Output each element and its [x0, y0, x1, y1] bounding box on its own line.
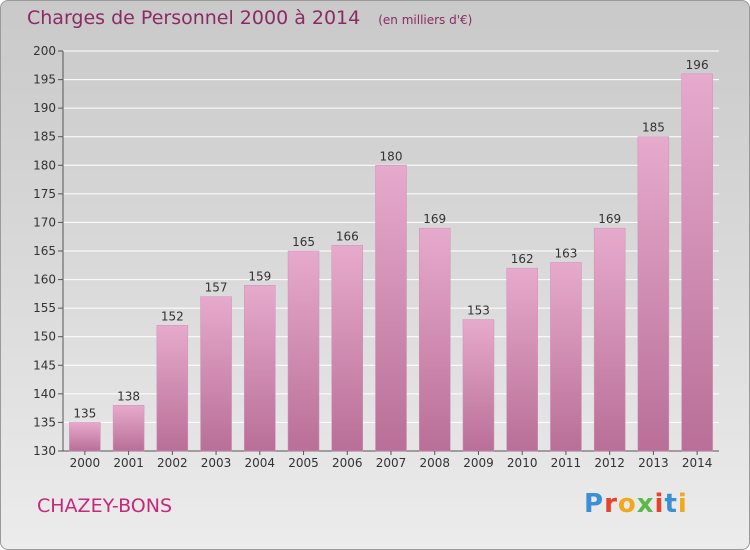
data-label: 185: [642, 121, 665, 135]
proxiti-logo: Proxiti: [584, 489, 688, 519]
data-label: 159: [248, 269, 271, 283]
logo-letter: i: [677, 489, 688, 519]
data-label: 169: [598, 212, 621, 226]
bar-2008: [418, 227, 451, 452]
y-tick-label: 175: [33, 187, 56, 201]
y-tick-label: 165: [33, 244, 56, 258]
x-tick-label: 2013: [638, 456, 669, 470]
y-tick-label: 160: [33, 273, 56, 287]
bar-2007: [375, 165, 407, 452]
data-label: 196: [686, 58, 709, 72]
x-tick-label: 2011: [551, 456, 582, 470]
bar-2003: [200, 296, 232, 452]
y-tick-label: 135: [33, 415, 56, 429]
bar-2000: [69, 422, 101, 452]
x-tick-label: 2012: [594, 456, 625, 470]
logo-letter: o: [617, 489, 637, 519]
y-tick-labels: 130 135 140 145 150 155 160 165 170 175 180 185 190 1…: [33, 44, 56, 458]
bar-2011: [550, 262, 582, 452]
bar-2005: [287, 250, 320, 452]
data-label: 165: [292, 235, 315, 249]
bar-2010: [506, 267, 538, 452]
bar-2006: [331, 245, 364, 452]
logo-letter: P: [584, 489, 605, 519]
bar-2002: [156, 325, 189, 452]
x-tick-label: 2007: [376, 456, 407, 470]
chart-subtitle: (en milliers d'€): [378, 13, 473, 27]
logo-letter: i: [654, 489, 665, 519]
data-label: 166: [336, 229, 359, 243]
data-label: 169: [423, 212, 446, 226]
y-tick-label: 140: [33, 387, 56, 401]
y-tick-label: 155: [33, 301, 56, 315]
place-name: CHAZEY-BONS: [37, 495, 173, 517]
y-tick-label: 180: [33, 158, 56, 172]
bar-2009: [462, 319, 495, 452]
bar-2013: [637, 136, 670, 452]
logo-letter: r: [604, 489, 618, 519]
x-tick-label: 2014: [682, 456, 713, 470]
x-tick-label: 2004: [245, 456, 276, 470]
data-label: 153: [467, 304, 490, 318]
chart-title: Charges de Personnel 2000 à 2014: [27, 7, 361, 29]
data-label: 162: [511, 252, 534, 266]
title-row: Charges de Personnel 2000 à 2014 (en mil…: [27, 7, 472, 29]
x-tick-label: 2002: [157, 456, 188, 470]
data-label: 152: [161, 309, 184, 323]
bar-2004: [244, 285, 276, 452]
x-tick-label: 2010: [507, 456, 538, 470]
logo-letter: t: [664, 489, 678, 519]
y-tick-label: 145: [33, 358, 56, 372]
x-tick-label: 2001: [113, 456, 144, 470]
bar-2001: [112, 405, 145, 452]
data-label: 163: [554, 246, 577, 260]
y-tick-label: 200: [33, 44, 56, 58]
bar-2014: [681, 73, 713, 452]
x-tick-label: 2008: [419, 456, 450, 470]
data-labels: 135 138 152 157 159 165 166 180 169 153 162 163 169 1…: [73, 58, 708, 421]
y-tick-label: 130: [33, 444, 56, 458]
x-tick-label: 2005: [288, 456, 319, 470]
x-tick-label: 2009: [463, 456, 494, 470]
x-tick-label: 2000: [70, 456, 101, 470]
data-label: 157: [205, 281, 228, 295]
y-tick-label: 190: [33, 101, 56, 115]
x-tick-label: 2003: [201, 456, 232, 470]
y-tick-label: 185: [33, 130, 56, 144]
y-tick-label: 150: [33, 330, 56, 344]
logo-letter: x: [636, 489, 655, 519]
data-label: 180: [380, 149, 403, 163]
data-label: 135: [73, 406, 96, 420]
bar-2012: [593, 227, 626, 452]
x-tick-label: 2006: [332, 456, 363, 470]
y-tick-label: 170: [33, 215, 56, 229]
x-tick-labels: 2000 2001 2002 2003 2004 2005 2006 2007 2008 2009…: [70, 451, 713, 470]
y-tick-label: 195: [33, 73, 56, 87]
bars: [69, 73, 713, 452]
data-label: 138: [117, 389, 140, 403]
